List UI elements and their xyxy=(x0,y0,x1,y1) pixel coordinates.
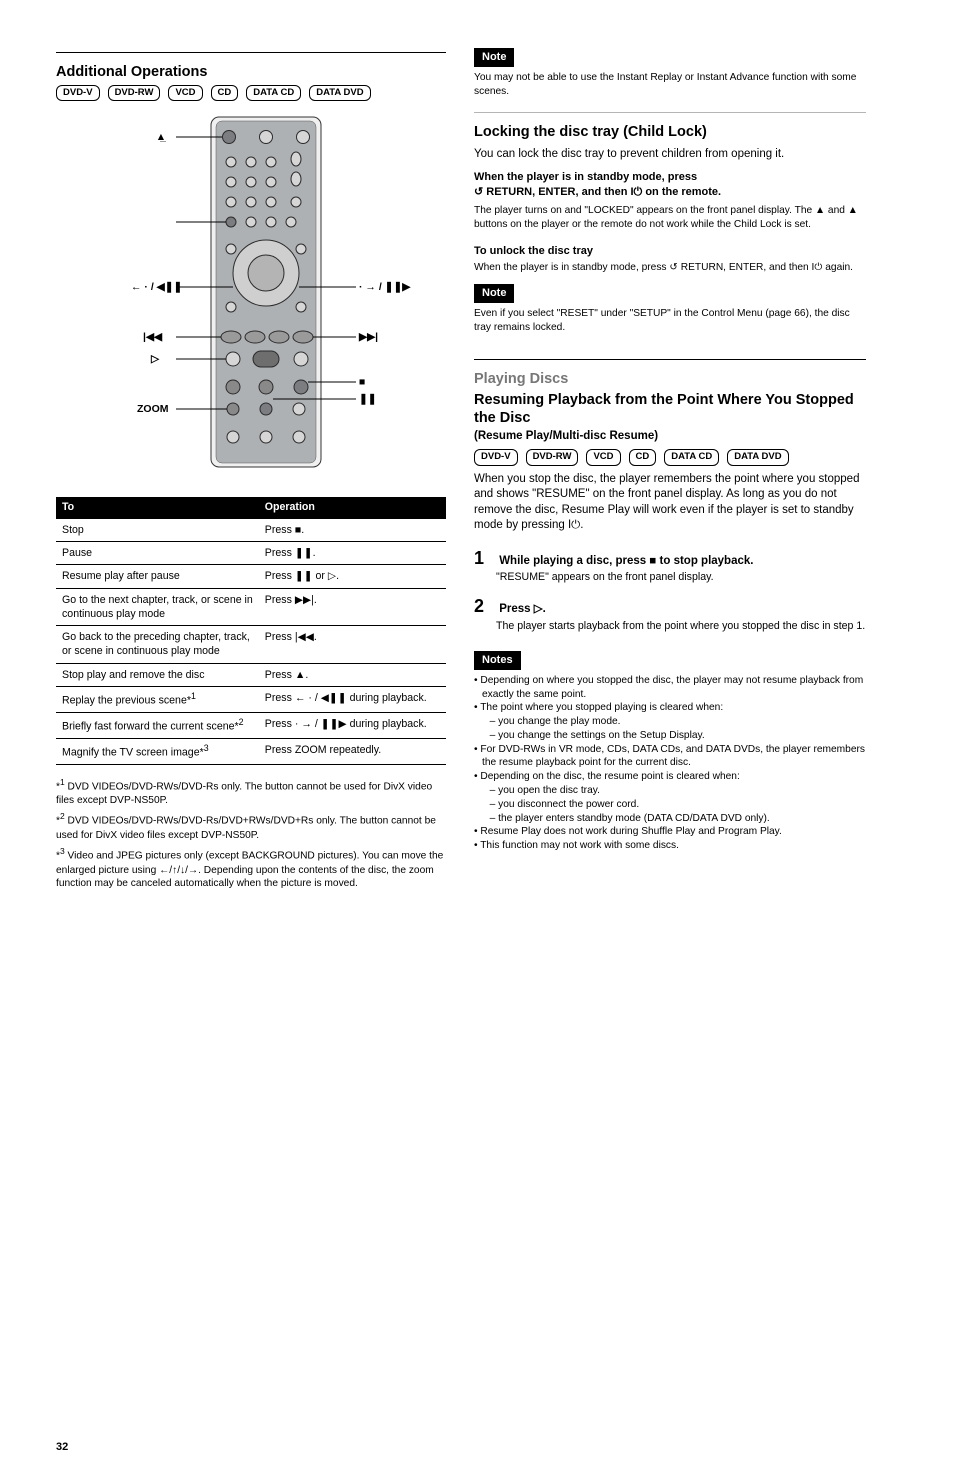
section-rule xyxy=(56,52,446,53)
note-line: • The point where you stopped playing is… xyxy=(474,701,866,715)
footnote: *2 DVD VIDEOs/DVD-RWs/DVD-Rs/DVD+RWs/DVD… xyxy=(56,811,446,842)
badge-datacd: DATA CD xyxy=(246,85,301,102)
ops-th-to: To xyxy=(56,497,259,518)
disc-type-badges: DVD-V DVD-RW VCD CD DATA CD DATA DVD xyxy=(56,85,446,102)
child-lock-how: When the player is in standby mode, pres… xyxy=(474,170,866,200)
step-2: 2 Press ▷. The player starts playback fr… xyxy=(474,594,866,633)
table-row: Replay the previous scene*1Press ← · / ◀… xyxy=(56,687,446,713)
step-2-title: Press ▷. xyxy=(499,603,546,615)
step-1-body: "RESUME" appears on the front panel disp… xyxy=(496,570,866,584)
badge2-vcd: VCD xyxy=(586,449,620,466)
svg-text:■: ■ xyxy=(359,376,365,388)
note-line: • Depending on where you stopped the dis… xyxy=(474,674,866,702)
note-line: • Resume Play does not work during Shuff… xyxy=(474,825,866,839)
badge-vcd: VCD xyxy=(168,85,202,102)
note-line: • This function may not work with some d… xyxy=(474,839,866,853)
note-1-body: You may not be able to use the Instant R… xyxy=(474,71,866,99)
table-row: Resume play after pausePress ❚❚ or ▷. xyxy=(56,565,446,588)
note-line: – you open the disc tray. xyxy=(474,784,866,798)
svg-text:▶▶|: ▶▶| xyxy=(358,331,378,343)
note-line: • For DVD-RWs in VR mode, CDs, DATA CDs,… xyxy=(474,743,866,771)
svg-text:· → / ❚❚▶: · → / ❚❚▶ xyxy=(359,281,411,293)
notes3-heading: Notes xyxy=(474,651,521,670)
page-number: 32 xyxy=(56,1440,68,1455)
note-line: • Depending on the disc, the resume poin… xyxy=(474,770,866,784)
footnote: *3 Video and JPEG pictures only (except … xyxy=(56,846,446,891)
note-line: – you change the settings on the Setup D… xyxy=(474,729,866,743)
step-1-title: While playing a disc, press ■ to stop pl… xyxy=(499,555,753,567)
unlock-body: When the player is in standby mode, pres… xyxy=(474,261,866,275)
section-title-child-lock: Locking the disc tray (Child Lock) xyxy=(474,123,866,143)
table-row: Magnify the TV screen image*3Press ZOOM … xyxy=(56,738,446,764)
table-row: Stop play and remove the discPress ▲. xyxy=(56,663,446,686)
badge-dvdv: DVD-V xyxy=(56,85,100,102)
section-title-resume: Resuming Playback from the Point Where Y… xyxy=(474,391,866,427)
step-2-num: 2 xyxy=(474,594,496,618)
note-line: – you disconnect the power cord. xyxy=(474,798,866,812)
svg-text:|◀◀: |◀◀ xyxy=(143,331,163,343)
note-heading: Note xyxy=(474,48,514,67)
step-1-num: 1 xyxy=(474,546,496,570)
badge2-dvdrw: DVD-RW xyxy=(526,449,579,466)
badge-datadvd: DATA DVD xyxy=(309,85,370,102)
resume-subtitle: (Resume Play/Multi-disc Resume) xyxy=(474,429,866,445)
svg-text:▷: ▷ xyxy=(150,353,160,365)
resume-badges: DVD-V DVD-RW VCD CD DATA CD DATA DVD xyxy=(474,449,866,466)
unlock-heading: To unlock the disc tray xyxy=(474,244,866,259)
note-line: – you change the play mode. xyxy=(474,715,866,729)
child-lock-how-title: When the player is in standby mode, pres… xyxy=(474,170,866,185)
table-row: StopPress ■. xyxy=(56,518,446,541)
badge2-cd: CD xyxy=(629,449,657,466)
badge-dvdrw: DVD-RW xyxy=(108,85,161,102)
note2-heading: Note xyxy=(474,284,514,303)
note-1: Note You may not be able to use the Inst… xyxy=(474,48,866,98)
rule-child-lock xyxy=(474,112,866,113)
table-row: PausePress ❚❚. xyxy=(56,541,446,564)
svg-text:❚❚: ❚❚ xyxy=(359,393,377,405)
table-row: Go back to the preceding chapter, track,… xyxy=(56,626,446,664)
step-1: 1 While playing a disc, press ■ to stop … xyxy=(474,546,866,585)
section-title-additional-ops: Additional Operations xyxy=(56,63,446,83)
resume-intro: When you stop the disc, the player remem… xyxy=(474,472,866,534)
step-2-body: The player starts playback from the poin… xyxy=(496,619,866,633)
badge2-dvdv: DVD-V xyxy=(474,449,518,466)
svg-text:ZOOM: ZOOM xyxy=(137,403,169,415)
note2-body: Even if you select "RESET" under "SETUP"… xyxy=(474,307,866,335)
badge2-datacd: DATA CD xyxy=(664,449,719,466)
stop-pause-row xyxy=(226,380,308,394)
badge2-datadvd: DATA DVD xyxy=(727,449,788,466)
child-lock-how-body: ↺ RETURN, ENTER, and then I⏻ on the remo… xyxy=(474,185,866,200)
child-lock-intro: You can lock the disc tray to prevent ch… xyxy=(474,147,866,163)
table-row: Go to the next chapter, track, or scene … xyxy=(56,588,446,626)
ops-th-op: Operation xyxy=(259,497,446,518)
child-lock-body2: The player turns on and "LOCKED" appears… xyxy=(474,204,866,232)
footnote: *1 DVD VIDEOs/DVD-RWs/DVD-Rs only. The b… xyxy=(56,777,446,808)
footnotes: *1 DVD VIDEOs/DVD-RWs/DVD-Rs only. The b… xyxy=(56,777,446,892)
table-row: Briefly fast forward the current scene*2… xyxy=(56,712,446,738)
note-line: – the player enters standby mode (DATA C… xyxy=(474,812,866,826)
svg-text:_: _ xyxy=(159,131,166,143)
badge-cd: CD xyxy=(211,85,239,102)
notes3-body: • Depending on where you stopped the dis… xyxy=(474,674,866,853)
operations-table: To Operation StopPress ■.PausePress ❚❚.R… xyxy=(56,497,446,764)
light-header-playing-discs: Playing Discs xyxy=(474,370,568,390)
svg-text:← · / ◀❚❚: ← · / ◀❚❚ xyxy=(131,281,182,293)
remote-diagram: ▲ _ ← · / ◀❚❚ · → / ❚❚▶ |◀◀ ▶▶| xyxy=(56,109,446,479)
rule-resume xyxy=(474,359,866,360)
clear-button xyxy=(226,217,236,227)
